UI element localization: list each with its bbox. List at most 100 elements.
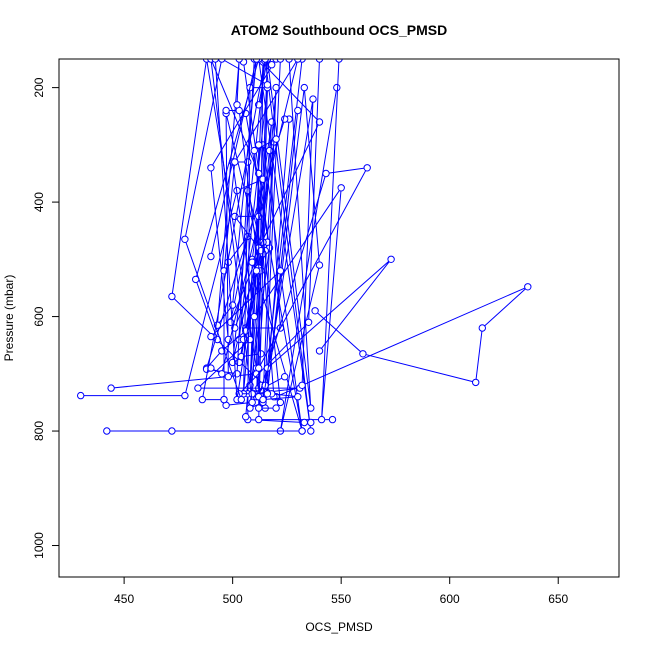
data-point <box>387 255 395 263</box>
y-tick-label: 400 <box>32 192 46 212</box>
y-tick-label: 1000 <box>32 532 46 559</box>
chart-title: ATOM2 Southbound OCS_PMSD <box>231 22 447 38</box>
data-point <box>222 106 230 115</box>
series-26 <box>255 164 371 401</box>
data-point <box>317 415 326 424</box>
data-point <box>263 390 272 398</box>
data-point <box>248 398 256 407</box>
data-point <box>363 164 371 172</box>
data-point <box>231 158 239 166</box>
series-line <box>210 110 299 394</box>
series-29 <box>259 95 317 404</box>
data-point <box>207 164 215 172</box>
data-point <box>244 186 252 195</box>
data-point <box>255 415 263 424</box>
data-point <box>224 373 233 381</box>
x-tick-label: 650 <box>548 592 568 606</box>
data-point <box>309 95 317 103</box>
data-point <box>276 267 285 275</box>
data-point <box>285 59 293 63</box>
data-point <box>276 398 285 407</box>
data-point <box>248 390 256 398</box>
x-tick-label: 600 <box>440 592 460 606</box>
data-point <box>315 59 324 63</box>
data-point <box>294 106 302 115</box>
data-point <box>328 415 337 424</box>
x-axis-label: OCS_PMSD <box>305 620 373 634</box>
plot-marks <box>77 59 532 435</box>
data-point <box>263 81 272 89</box>
data-point <box>77 391 85 400</box>
data-point <box>194 384 202 392</box>
data-point <box>315 347 324 355</box>
data-point <box>181 235 189 244</box>
data-point <box>168 427 176 435</box>
data-point <box>168 292 176 301</box>
y-tick-label: 800 <box>32 421 46 441</box>
data-point <box>311 307 319 315</box>
series-23 <box>198 59 269 404</box>
data-point <box>298 427 306 435</box>
data-point <box>272 83 280 92</box>
data-point <box>307 404 315 412</box>
x-axis: 450 500 550 600 650 <box>114 577 569 606</box>
data-point <box>207 332 215 341</box>
data-point <box>250 312 259 321</box>
data-point <box>478 324 486 332</box>
data-point <box>276 59 285 63</box>
data-point <box>307 418 315 427</box>
y-axis-label: Pressure (mbar) <box>2 275 16 362</box>
series-27 <box>181 59 272 404</box>
data-point <box>218 370 226 378</box>
data-point <box>261 59 269 63</box>
data-point <box>107 384 115 392</box>
data-point <box>294 59 302 63</box>
data-point <box>472 378 480 387</box>
data-point <box>300 83 308 92</box>
data-point <box>322 169 330 178</box>
series-line <box>210 59 257 327</box>
data-point <box>220 395 228 404</box>
series-25 <box>207 106 302 398</box>
y-tick-label: 600 <box>32 306 46 326</box>
x-tick-label: 450 <box>114 592 134 606</box>
data-point <box>237 395 246 404</box>
data-point <box>233 101 241 109</box>
data-point <box>255 364 263 372</box>
data-point <box>298 381 306 389</box>
data-point <box>242 413 250 421</box>
data-point <box>255 404 263 412</box>
data-point <box>335 59 343 63</box>
y-axis: 200 400 600 800 1000 <box>32 77 59 559</box>
data-point <box>359 350 367 358</box>
data-point <box>304 318 313 326</box>
plot-frame <box>58 58 620 578</box>
data-point <box>300 418 308 427</box>
data-point <box>307 427 315 435</box>
data-point <box>272 135 280 143</box>
data-point <box>524 283 532 291</box>
series-line <box>258 167 369 397</box>
data-point <box>272 404 280 412</box>
data-point <box>211 59 219 63</box>
x-tick-label: 550 <box>331 592 351 606</box>
series-line <box>184 59 268 400</box>
x-tick-label: 500 <box>223 592 243 606</box>
data-point <box>315 261 324 269</box>
series-19 <box>207 59 280 412</box>
series-24 <box>250 135 285 407</box>
data-point <box>294 393 302 401</box>
data-point <box>252 59 261 63</box>
data-point <box>265 146 274 155</box>
data-point <box>181 391 189 400</box>
data-point <box>337 184 345 192</box>
data-point <box>207 252 215 261</box>
data-point <box>268 60 276 69</box>
data-point <box>333 83 341 92</box>
data-point <box>198 395 207 404</box>
data-point <box>250 146 259 155</box>
data-point <box>315 118 324 126</box>
data-point <box>235 59 243 63</box>
